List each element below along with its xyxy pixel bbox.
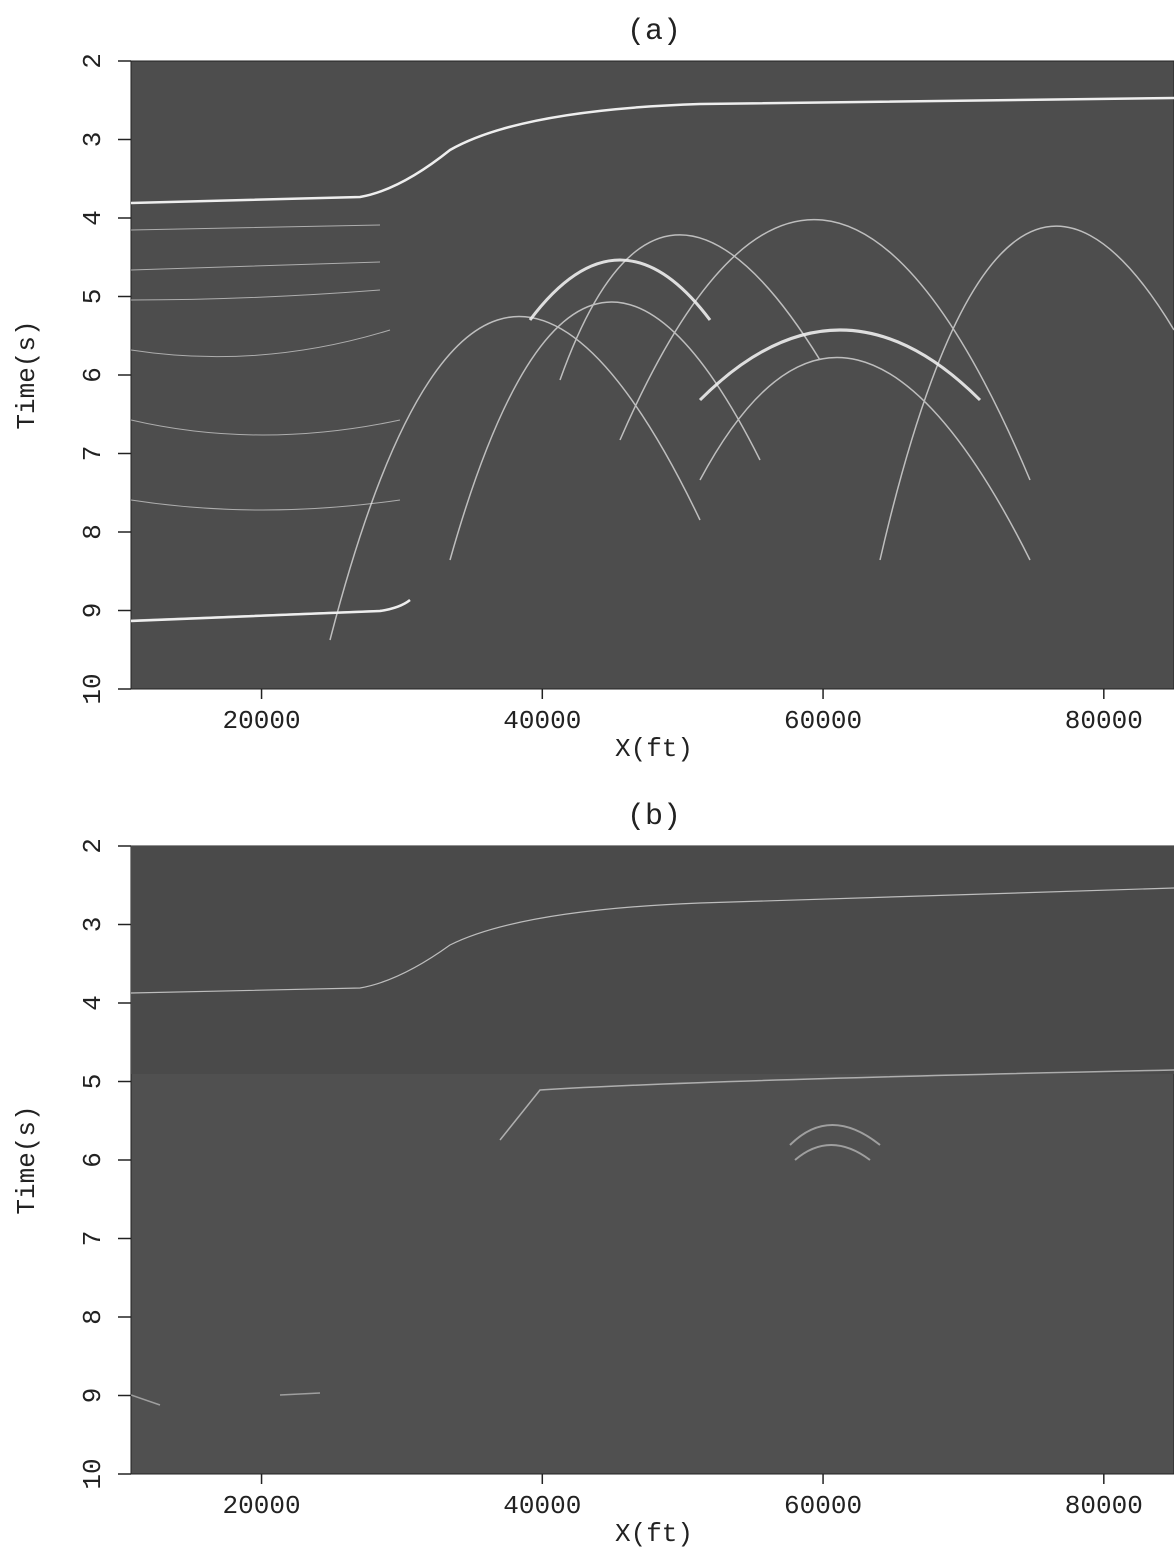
y-tick-label: 4: [78, 210, 108, 226]
y-tick-label: 8: [78, 524, 108, 540]
y-tick-label: 3: [78, 917, 108, 933]
y-axis-label: Time(s): [12, 320, 42, 429]
y-tick-label: 8: [78, 1309, 108, 1325]
y-tick-label: 2: [78, 53, 108, 69]
y-tick-label: 5: [78, 289, 108, 305]
y-tick-label: 4: [78, 995, 108, 1011]
y-tick-label: 5: [78, 1074, 108, 1090]
x-tick-label: 80000: [1065, 706, 1143, 736]
x-tick-label: 80000: [1065, 1491, 1143, 1521]
image-area: [131, 61, 1174, 689]
y-tick-label: 9: [78, 603, 108, 619]
y-tick-label: 7: [78, 446, 108, 462]
y-tick-label: 10: [78, 1458, 108, 1489]
panel: (b) X(ft) Time(s) 20000 40000 60000 80000 2 3 4 5 6…: [12, 800, 1174, 1549]
y-tick-label: 6: [78, 367, 108, 383]
x-tick-label: 40000: [503, 1491, 581, 1521]
y-tick-label: 3: [78, 132, 108, 148]
x-axis-label: X(ft): [615, 1519, 693, 1549]
y-tick-label: 9: [78, 1388, 108, 1404]
figure: (a) X(ft) Time(s) 20000 40000 60000 80000 2 3 4 5 6…: [0, 0, 1174, 1552]
x-axis-label: X(ft): [615, 734, 693, 764]
panel-title: (b): [627, 800, 681, 834]
y-tick-label: 10: [78, 673, 108, 704]
panel: (a) X(ft) Time(s) 20000 40000 60000 80000 2 3 4 5 6…: [12, 15, 1174, 764]
panel-title: (a): [627, 15, 681, 49]
x-tick-label: 40000: [503, 706, 581, 736]
y-tick-label: 6: [78, 1152, 108, 1168]
y-tick-label: 2: [78, 838, 108, 854]
y-axis-label: Time(s): [12, 1105, 42, 1214]
x-tick-label: 20000: [223, 1491, 301, 1521]
x-tick-label: 60000: [784, 706, 862, 736]
x-tick-label: 60000: [784, 1491, 862, 1521]
y-tick-label: 7: [78, 1231, 108, 1247]
x-tick-label: 20000: [223, 706, 301, 736]
